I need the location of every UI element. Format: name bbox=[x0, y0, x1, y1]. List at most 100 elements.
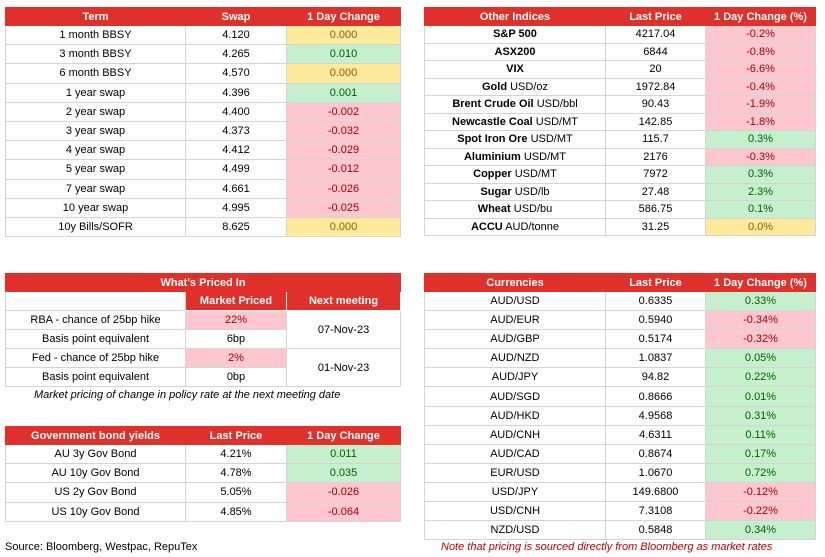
change-cell: 0.000 bbox=[286, 216, 401, 238]
change-cell: -0.12% bbox=[705, 481, 816, 503]
change-cell: 0.000 bbox=[286, 63, 401, 84]
label-cell: US 2y Gov Bond bbox=[5, 482, 186, 503]
label-cell: 3 month BBSY bbox=[5, 44, 186, 65]
value-cell: 4217.04 bbox=[605, 25, 706, 44]
index-name-cell: Wheat USD/bu bbox=[424, 200, 606, 219]
label-cell: AU 3y Gov Bond bbox=[5, 443, 186, 465]
header-cell: Swap bbox=[185, 7, 287, 26]
meeting-cell: 07-Nov-23 bbox=[285, 310, 402, 349]
change-cell: 2.3% bbox=[705, 182, 816, 201]
label-cell: 10 year swap bbox=[5, 197, 186, 218]
value-cell: 4.400 bbox=[185, 101, 287, 122]
change-cell: 0.34% bbox=[705, 520, 816, 541]
row: AUD/NZD 1.0837 0.05% bbox=[424, 348, 816, 369]
change-cell: 0.011 bbox=[286, 443, 401, 465]
change-cell: -0.002 bbox=[286, 101, 401, 122]
change-cell: -0.3% bbox=[705, 147, 816, 166]
label-cell: 3 year swap bbox=[5, 120, 186, 142]
value-cell: 6bp bbox=[185, 329, 287, 349]
change-cell: -0.032 bbox=[286, 120, 401, 142]
row: Fed - chance of 25bp hike 2% 01-Nov-23 bbox=[5, 348, 402, 387]
header-cell: 1 Day Change (%) bbox=[705, 7, 816, 26]
title-cell: What's Priced In bbox=[4, 273, 402, 292]
value-cell: 90.43 bbox=[605, 95, 706, 114]
value-cell: 4.21% bbox=[185, 443, 287, 465]
change-cell: -1.8% bbox=[705, 112, 816, 131]
value-cell: 1.0670 bbox=[605, 462, 706, 483]
change-cell: -0.22% bbox=[705, 501, 816, 522]
row: US 10y Gov Bond 4.85% -0.064 bbox=[5, 501, 401, 522]
value-cell: 2% bbox=[185, 348, 287, 368]
label-cell: 1 year swap bbox=[5, 82, 186, 103]
change-cell: 0.1% bbox=[705, 200, 816, 219]
label-cell: 6 month BBSY bbox=[5, 63, 186, 84]
value-cell: 4.412 bbox=[185, 140, 287, 161]
header-row: Government bond yields Last Price 1 Day Ch… bbox=[5, 426, 401, 445]
row: 3 year swap 4.373 -0.032 bbox=[5, 120, 401, 142]
row: US 2y Gov Bond 5.05% -0.026 bbox=[5, 482, 401, 503]
value-cell: 4.499 bbox=[185, 159, 287, 180]
row: 1 month BBSY 4.120 0.000 bbox=[5, 24, 401, 46]
row: ASX200 6844 -0.8% bbox=[424, 42, 816, 61]
label-cell: AUD/CNH bbox=[424, 424, 606, 445]
change-cell: 0.035 bbox=[286, 463, 401, 484]
index-name-cell: Newcastle Coal USD/MT bbox=[424, 112, 606, 131]
index-unit: USD/MT bbox=[535, 115, 578, 128]
label-cell: AU 10y Gov Bond bbox=[5, 463, 186, 484]
row: Wheat USD/bu 586.75 0.1% bbox=[424, 200, 816, 219]
label-cell: Basis point equivalent bbox=[5, 367, 186, 387]
change-cell: -0.4% bbox=[705, 77, 816, 96]
sub-row: Market Priced Next meeting bbox=[5, 291, 402, 311]
row: 6 month BBSY 4.570 0.000 bbox=[5, 63, 401, 84]
index-unit: USD/bbl bbox=[536, 98, 578, 111]
header-cell: Last Price bbox=[605, 273, 706, 292]
index-name-cell: Brent Crude Oil USD/bbl bbox=[424, 95, 606, 114]
index-name-cell: Aluminium USD/MT bbox=[424, 147, 606, 166]
change-cell: 0.31% bbox=[705, 405, 816, 426]
row: AU 10y Gov Bond 4.78% 0.035 bbox=[5, 463, 401, 484]
index-name-cell: Sugar USD/lb bbox=[424, 182, 606, 201]
label-cell: AUD/CAD bbox=[424, 443, 606, 464]
meeting-cell: 01-Nov-23 bbox=[285, 348, 402, 387]
change-cell: 0.0% bbox=[705, 217, 816, 236]
index-name-cell: S&P 500 bbox=[424, 25, 606, 44]
blank-cell bbox=[5, 291, 186, 311]
label-cell: USD/CNH bbox=[424, 501, 606, 522]
change-cell: -0.029 bbox=[286, 140, 401, 161]
label-cell: Fed - chance of 25bp hike bbox=[5, 348, 186, 368]
index-name-cell: Copper USD/MT bbox=[424, 165, 606, 184]
row: Gold USD/oz 1972.84 -0.4% bbox=[424, 77, 816, 96]
value-cell: 94.82 bbox=[605, 367, 706, 388]
row: 2 year swap 4.400 -0.002 bbox=[5, 101, 401, 122]
swaps-table: Term Swap 1 Day Change 1 month BBSY 4.120 0.0… bbox=[5, 7, 401, 238]
change-cell: 0.001 bbox=[286, 82, 401, 103]
change-cell: -0.025 bbox=[286, 197, 401, 218]
index-unit: USD/MT bbox=[530, 133, 573, 146]
row: 5 year swap 4.499 -0.012 bbox=[5, 159, 401, 180]
index-unit: USD/MT bbox=[514, 168, 557, 181]
label-cell: Basis point equivalent bbox=[5, 329, 186, 349]
row: Newcastle Coal USD/MT 142.85 -1.8% bbox=[424, 112, 816, 131]
value-cell: 22% bbox=[185, 310, 287, 330]
index-name: Wheat bbox=[477, 203, 511, 216]
header-row: Currencies Last Price 1 Day Change (%) bbox=[424, 273, 816, 292]
row: AUD/GBP 0.5174 -0.32% bbox=[424, 329, 816, 350]
header-cell: Government bond yields bbox=[5, 426, 186, 445]
index-name: S&P 500 bbox=[493, 28, 537, 41]
row: 10 year swap 4.995 -0.025 bbox=[5, 197, 401, 218]
value-cell: 7.3108 bbox=[605, 501, 706, 522]
row: USD/CNH 7.3108 -0.22% bbox=[424, 501, 816, 522]
value-cell: 4.396 bbox=[185, 82, 287, 103]
label-cell: NZD/USD bbox=[424, 520, 606, 541]
value-cell: 149.6800 bbox=[605, 481, 706, 503]
value-cell: 31.25 bbox=[605, 217, 706, 236]
row: NZD/USD 0.5848 0.34% bbox=[424, 520, 816, 541]
change-cell: 0.05% bbox=[705, 348, 816, 369]
label-cell: EUR/USD bbox=[424, 462, 606, 483]
currencies-table: Currencies Last Price 1 Day Change (%) AUD/… bbox=[424, 273, 816, 541]
index-name: ACCU bbox=[470, 220, 503, 233]
label-cell: AUD/GBP bbox=[424, 329, 606, 350]
label-cell: AUD/SGD bbox=[424, 386, 606, 407]
row: 10y Bills/SOFR 8.625 0.000 bbox=[5, 216, 401, 238]
